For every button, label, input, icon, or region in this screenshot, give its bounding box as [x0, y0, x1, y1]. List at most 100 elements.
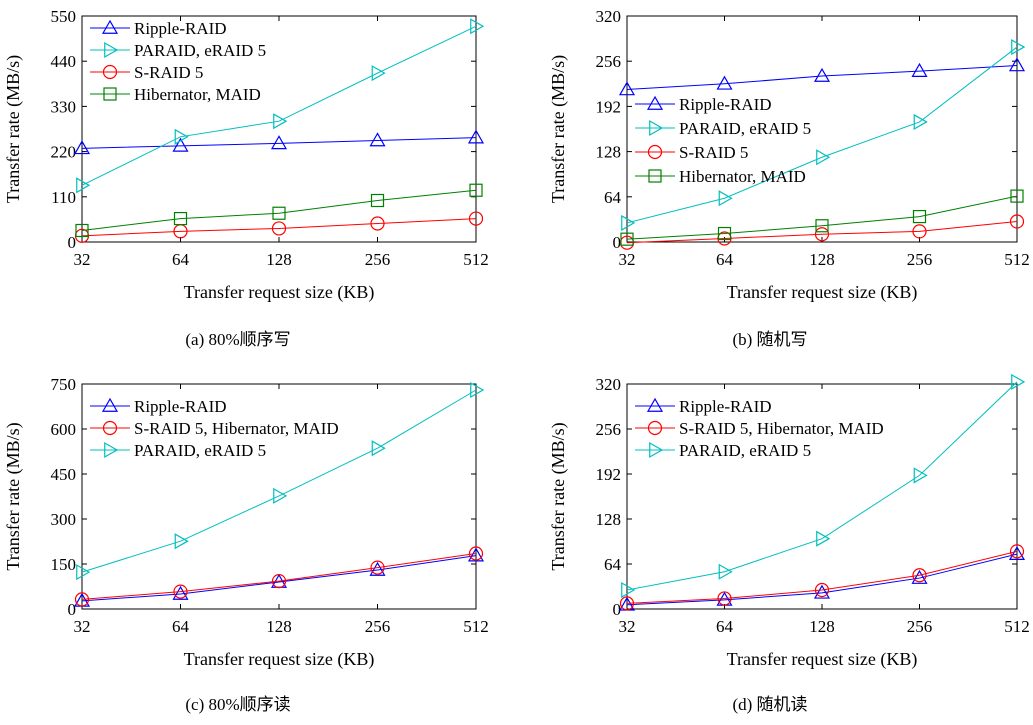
legend: Ripple-RAID PARAID, eRAID 5 S-RAID 5 Hibern… [635, 95, 811, 186]
y-tick-label: 128 [596, 510, 622, 529]
data-point [76, 177, 91, 194]
x-axis-label: Transfer request size (KB) [184, 282, 375, 303]
x-tick-label: 512 [1004, 617, 1030, 636]
data-point [173, 584, 188, 599]
data-point [620, 232, 634, 246]
data-point [813, 67, 831, 82]
series-s-raid-5 [74, 211, 484, 243]
legend-label: Ripple-RAID [134, 397, 227, 416]
data-point [371, 65, 386, 82]
series-line [626, 195, 1018, 240]
x-axis-label: Transfer request size (KB) [727, 649, 918, 670]
x-tick-label: 128 [809, 250, 835, 269]
legend-marker [649, 441, 664, 459]
x-tick-label: 32 [619, 250, 636, 269]
data-point [369, 132, 386, 147]
series-line [81, 553, 477, 600]
x-tick-label: 512 [1004, 250, 1030, 269]
y-axis-label: Transfer rate (MB/s) [3, 55, 24, 203]
data-point [913, 113, 928, 130]
series-hibernator-maid [75, 183, 483, 238]
x-tick-label: 32 [619, 617, 636, 636]
series-hibernator-maid [620, 189, 1024, 246]
data-point [271, 221, 287, 236]
data-point [911, 569, 928, 584]
x-tick-label: 32 [74, 617, 91, 636]
y-tick-label: 110 [51, 188, 76, 207]
data-point [815, 219, 829, 233]
x-tick-label: 64 [716, 250, 734, 269]
series-line [626, 221, 1018, 244]
y-tick-label: 440 [51, 52, 77, 71]
data-point [814, 582, 830, 598]
legend-label: PARAID, eRAID 5 [134, 41, 266, 60]
x-tick-label: 128 [809, 617, 835, 636]
data-point [172, 585, 189, 600]
data-point [618, 81, 636, 96]
data-point [912, 224, 927, 239]
data-point [73, 140, 91, 155]
y-tick-label: 0 [613, 233, 622, 252]
y-tick-label: 256 [596, 52, 622, 71]
y-tick-label: 300 [51, 510, 77, 529]
legend-marker [648, 169, 662, 183]
series-line [626, 553, 1018, 606]
x-tick-label: 128 [266, 617, 292, 636]
data-point [75, 223, 89, 238]
data-point [718, 563, 733, 580]
data-point [912, 568, 927, 583]
y-tick-label: 750 [51, 375, 77, 394]
x-tick-label: 256 [907, 250, 933, 269]
legend-marker [646, 397, 664, 412]
y-tick-label: 450 [51, 465, 77, 484]
y-axis-label: Transfer rate (MB/s) [548, 55, 569, 203]
series-line [626, 46, 1018, 224]
data-point [1010, 189, 1024, 203]
series-line [81, 389, 477, 573]
plot-frame [626, 383, 1018, 610]
y-tick-label: 128 [596, 143, 622, 162]
legend-marker [101, 397, 119, 412]
panel-caption: (a) 80%顺序写 [185, 330, 290, 349]
y-tick-label: 0 [68, 233, 77, 252]
data-point [621, 581, 636, 599]
legend-marker [102, 64, 118, 80]
legend-marker [649, 119, 664, 137]
data-point [1008, 545, 1026, 561]
series-s-raid-5-hibernator-maid [619, 544, 1025, 611]
data-point [270, 135, 288, 150]
series-line [81, 189, 477, 231]
y-axis-label: Transfer rate (MB/s) [3, 422, 24, 570]
legend-marker [101, 19, 119, 34]
data-point [1011, 39, 1026, 56]
series-line [81, 218, 477, 237]
legend-label: S-RAID 5 [134, 63, 203, 82]
data-point [814, 227, 830, 242]
data-point [468, 546, 484, 561]
y-tick-label: 330 [51, 97, 77, 116]
x-axis-label: Transfer request size (KB) [184, 649, 375, 670]
x-tick-label: 32 [74, 250, 91, 269]
series-paraid-eraid-5 [76, 381, 485, 581]
y-tick-label: 256 [596, 420, 622, 439]
series-s-raid-5-hibernator-maid [74, 546, 484, 607]
legend-marker [104, 41, 119, 59]
legend: Ripple-RAID PARAID, eRAID 5 S-RAID 5 Hibern… [90, 19, 266, 104]
series-line [81, 555, 477, 602]
x-tick-label: 64 [172, 250, 190, 269]
data-point [370, 560, 385, 575]
data-point [816, 530, 831, 547]
series-ripple-raid [618, 545, 1026, 611]
chart-panel-b: 0 64 128 192 256 320 32 64 128 256 512 Transfer req… [548, 7, 1030, 349]
legend-marker [102, 420, 118, 436]
y-tick-label: 320 [596, 7, 622, 26]
data-point [371, 440, 386, 457]
y-tick-label: 192 [596, 97, 622, 116]
legend-label: S-RAID 5, Hibernator, MAID [134, 419, 339, 438]
series-line [626, 381, 1018, 591]
data-point [369, 561, 386, 576]
data-point [911, 62, 928, 77]
data-point [173, 211, 188, 226]
legend-label: Ripple-RAID [679, 397, 772, 416]
